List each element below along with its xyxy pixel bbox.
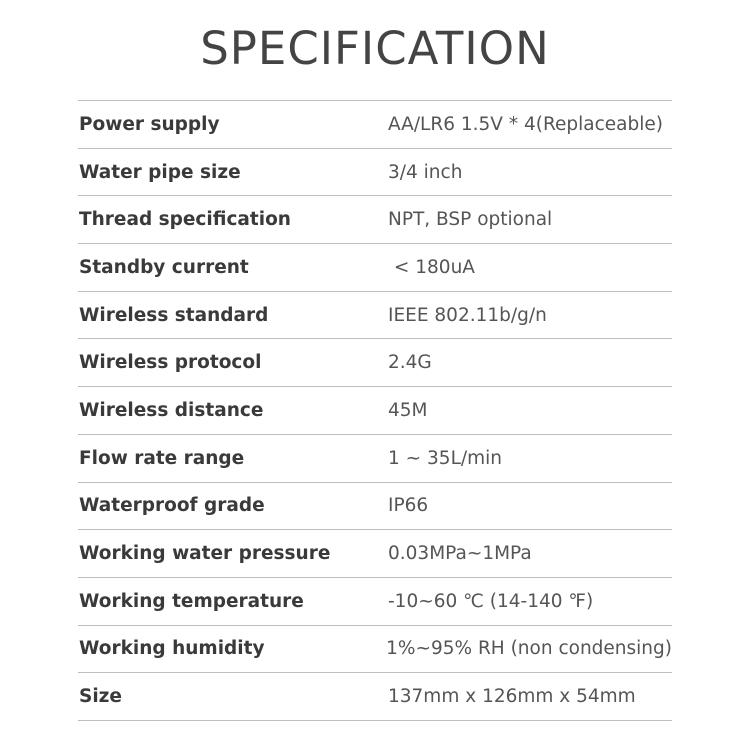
page-title: SPECIFICATION <box>200 22 550 75</box>
spec-value: 1%~95% RH (non condensing) <box>386 638 672 660</box>
spec-value: 3/4 inch <box>388 161 463 183</box>
spec-row: Size 137mm x 126mm x 54mm <box>78 673 672 721</box>
spec-label: Working humidity <box>79 638 265 660</box>
spec-row: Power supply AA/LR6 1.5V * 4(Replaceable) <box>78 101 672 149</box>
spec-label: Wireless protocol <box>79 352 262 374</box>
spec-value: 0.03MPa~1MPa <box>388 543 532 565</box>
spec-label: Wireless distance <box>79 399 264 421</box>
spec-label: Working temperature <box>79 590 304 612</box>
spec-label: Flow rate range <box>79 447 245 469</box>
spec-row: Water pipe size 3/4 inch <box>78 149 672 197</box>
spec-label: Thread specification <box>79 209 291 231</box>
spec-label: Working water pressure <box>79 543 331 565</box>
spec-row: Working water pressure 0.03MPa~1MPa <box>78 530 672 578</box>
spec-row: Wireless protocol 2.4G <box>78 339 672 388</box>
spec-value: 45M <box>388 399 428 421</box>
spec-value: 2.4G <box>388 352 432 374</box>
spec-label: Waterproof grade <box>79 495 265 517</box>
spec-row: Thread specification NPT, BSP optional <box>78 196 672 245</box>
spec-row: Wireless standard IEEE 802.11b/g/n <box>78 292 672 340</box>
spec-value: -10~60 ℃ (14-140 ℉) <box>388 590 594 612</box>
spec-label: Power supply <box>79 113 220 135</box>
spec-row: Waterproof grade IP66 <box>78 483 672 531</box>
spec-label: Standby current <box>79 256 249 278</box>
spec-value: IP66 <box>388 495 429 517</box>
spec-value: < 180uA <box>388 256 475 278</box>
spec-row: Working humidity 1%~95% RH (non condensin… <box>78 626 672 674</box>
spec-row: Standby current < 180uA <box>78 244 672 292</box>
spec-value: AA/LR6 1.5V * 4(Replaceable) <box>388 113 663 135</box>
spec-label: Water pipe size <box>79 161 241 183</box>
spec-value: 137mm x 126mm x 54mm <box>388 686 636 708</box>
spec-row: Working temperature -10~60 ℃ (14-140 ℉) <box>78 578 672 626</box>
spec-row: Flow rate range 1 ~ 35L/min <box>78 435 672 483</box>
spec-label: Wireless standard <box>79 304 269 326</box>
spec-label: Size <box>79 686 122 708</box>
spec-row: Wireless distance 45M <box>78 387 672 435</box>
spec-table: Power supply AA/LR6 1.5V * 4(Replaceable)… <box>78 100 672 721</box>
spec-value: IEEE 802.11b/g/n <box>388 304 547 326</box>
spec-value: NPT, BSP optional <box>388 209 553 231</box>
spec-value: 1 ~ 35L/min <box>388 447 502 469</box>
